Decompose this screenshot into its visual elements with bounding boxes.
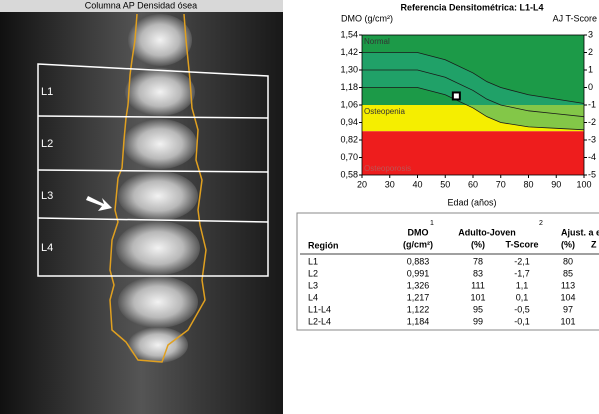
y-tick-label: 0,82	[340, 134, 358, 144]
table-cell: L3	[308, 280, 318, 290]
y-axis-label: DMO (g/cm²)	[341, 13, 393, 23]
table-frame	[296, 212, 599, 331]
table-cell: L2	[308, 268, 318, 278]
table-cell: L1-L4	[308, 304, 331, 314]
table-header: (%)	[471, 239, 485, 249]
reference-line	[362, 87, 585, 131]
table-cell: L1	[308, 256, 318, 266]
y-tick-label: 1,54	[340, 29, 358, 39]
table-cell: 85	[563, 268, 573, 278]
region-boxes	[37, 63, 269, 277]
y2-tick-label: -3	[588, 134, 596, 144]
table-cell: 80	[563, 256, 573, 266]
y-tick-label: 0,70	[340, 152, 358, 162]
scan-title: Columna AP Densidad ósea	[85, 0, 197, 10]
table-cell: 1,326	[407, 280, 430, 290]
table-cell: 1,122	[407, 304, 430, 314]
plot-frame	[361, 34, 585, 176]
region-label: L3	[41, 190, 53, 202]
table-cell: 113	[561, 280, 575, 290]
y2-tick-label: 3	[588, 29, 593, 39]
y-tick-label: 0,94	[340, 117, 358, 127]
scan-header	[0, 0, 283, 12]
reference-line	[362, 52, 585, 104]
table-cell: 97	[563, 304, 573, 314]
region-label: L1	[41, 86, 53, 98]
table-cell: -2,1	[514, 256, 530, 266]
table-cell: L4	[308, 292, 318, 302]
y-tick-label: 1,06	[340, 99, 358, 109]
x-tick-label: 90	[551, 179, 561, 189]
x-tick-label: 60	[468, 179, 478, 189]
table-header: (%)	[561, 239, 575, 249]
table-header: 2	[539, 220, 543, 227]
zone	[362, 131, 584, 175]
x-tick-label: 100	[576, 179, 591, 189]
reference-line	[362, 69, 585, 118]
scan-panel: Columna AP Densidad ósea	[0, 0, 283, 414]
table-cell: 1,1	[516, 280, 529, 290]
table-cell: 99	[473, 316, 483, 326]
x-tick-label: 40	[412, 179, 422, 189]
y2-tick-label: 2	[588, 47, 593, 57]
table-cell: 1,184	[407, 316, 430, 326]
table-cell: 111	[471, 280, 485, 290]
y-tick-label: 1,18	[340, 82, 358, 92]
table-cell: -1,7	[514, 268, 530, 278]
table-cell: 0,1	[516, 292, 529, 302]
y2-tick-label: -4	[588, 152, 596, 162]
table-cell: 104	[560, 292, 575, 302]
table-header: DMO	[408, 227, 429, 237]
table-cell: -0,1	[514, 316, 530, 326]
y-tick-label: 1,42	[340, 47, 358, 57]
table-cell: L2-L4	[308, 316, 331, 326]
patient-point	[451, 91, 461, 101]
table-header: Z	[591, 239, 597, 249]
y2-tick-label: -2	[588, 117, 596, 127]
table-header: Adulto-Joven	[458, 227, 516, 237]
region-label: L2	[41, 138, 53, 150]
table-header: Región	[308, 240, 339, 250]
table-cell: 83	[473, 268, 483, 278]
table-header: Ajust. a e	[561, 227, 599, 237]
table-cell: -0,5	[514, 304, 530, 314]
y-tick-label: 0,58	[340, 169, 358, 179]
zone-label: Osteoporosis	[364, 164, 411, 173]
y2-tick-label: -5	[588, 169, 596, 179]
table-header: T-Score	[505, 239, 538, 249]
table-cell: 101	[470, 292, 485, 302]
y2-tick-label: 0	[588, 82, 593, 92]
table-cell: 1,217	[407, 292, 430, 302]
x-axis-label: Edad (años)	[447, 197, 496, 207]
arrow	[86, 196, 112, 211]
y2-axis-label: AJ T-Score	[553, 13, 597, 23]
region-label: L4	[41, 242, 53, 254]
table-header: 1	[430, 220, 434, 227]
table-cell: 101	[560, 316, 575, 326]
y2-tick-label: 1	[588, 64, 593, 74]
table-cell: 95	[473, 304, 483, 314]
chart-title: Referencia Densitométrica: L1-L4	[400, 2, 543, 12]
x-tick-label: 70	[496, 179, 506, 189]
spine	[109, 13, 207, 363]
table-header: (g/cm²)	[403, 239, 433, 249]
x-tick-label: 30	[385, 179, 395, 189]
zone-label: Normal	[364, 37, 390, 46]
x-tick-label: 20	[357, 179, 367, 189]
y-tick-label: 1,30	[340, 64, 358, 74]
table-cell: 0,991	[407, 268, 430, 278]
x-tick-label: 50	[440, 179, 450, 189]
table-cell: 0,883	[407, 256, 430, 266]
table-cell: 78	[473, 256, 483, 266]
zone-label: Osteopenia	[364, 107, 405, 116]
x-tick-label: 80	[523, 179, 533, 189]
y2-tick-label: -1	[588, 99, 596, 109]
